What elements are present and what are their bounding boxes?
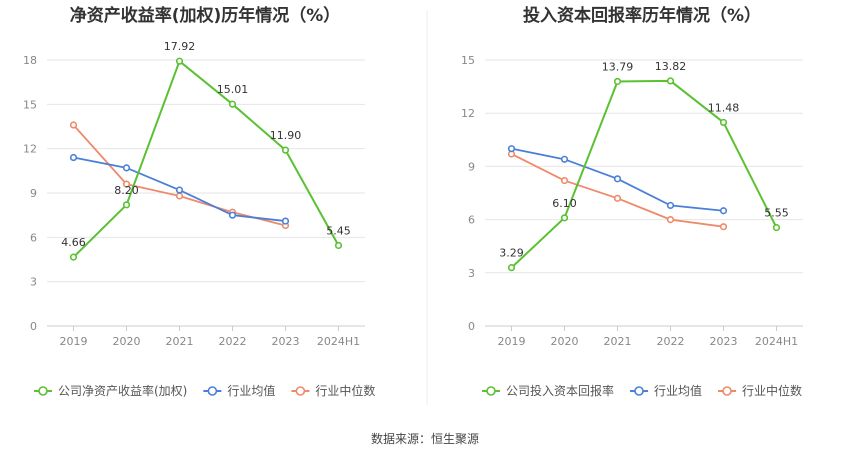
x-tick-label: 2021 [166,335,194,348]
legend-swatch-marker [295,386,306,396]
roic-chart: 投入资本回报率历年情况（%） 0 3 6 9 12 15 2019 2020 2021 2022 20… [461,5,803,398]
company-data-point [507,264,516,272]
company-data-point [560,214,569,222]
y-tick-label: 9 [468,160,475,173]
y-tick-label: 12 [461,107,475,120]
legend-swatch-marker [722,386,732,396]
data-label: 13.79 [602,60,634,73]
industry-average-point [122,164,131,172]
legend-entry: 公司净资产收益率(加权) [58,383,187,398]
x-tick-label: 2024H1 [317,335,360,348]
industry-median-line [72,124,286,227]
industry-median-point [69,121,78,129]
x-tick-label: 2022 [657,335,685,348]
industry-average-point [560,155,569,163]
data-label: 4.66 [61,236,86,249]
y-tick-label: 9 [30,187,37,200]
company-data-point [666,77,675,85]
company-data-point [281,146,290,154]
industry-average-point [719,207,728,215]
industry-average-point [613,175,622,183]
industry-median-point [666,216,675,224]
data-label: 3.29 [499,247,524,260]
data-label: 13.82 [655,60,687,73]
y-tick-label: 6 [468,214,475,227]
industry-median-point [613,194,622,202]
data-label: 11.48 [708,101,740,114]
company-data-point [719,118,728,127]
legend-entry: 行业中位数 [315,383,375,398]
industry-median-point [719,223,728,231]
data-label: 17.92 [164,40,196,53]
data-label: 15.01 [217,83,249,96]
chart-title: 净资产收益率(加权)历年情况（%） [70,5,341,26]
industry-average-point [228,211,237,219]
x-tick-label: 2019 [60,335,88,348]
y-tick-label: 0 [468,320,475,333]
data-label: 5.55 [764,207,789,220]
legend-swatch-marker [207,386,218,396]
legend-entry: 行业均值 [227,383,275,398]
company-series-line [510,79,778,269]
y-tick-label: 15 [23,98,37,111]
y-tick-label: 15 [461,54,475,67]
company-data-point [122,201,131,209]
legend-entry: 公司投入资本回报率 [506,383,614,398]
y-tick-label: 3 [468,267,475,280]
company-data-point [613,77,622,86]
company-data-point [228,100,237,108]
x-tick-label: 2020 [551,335,579,348]
legend-entry: 行业中位数 [742,383,802,398]
industry-average-point [666,201,675,210]
data-label: 8.20 [114,184,139,197]
x-tick-label: 2023 [710,335,738,348]
roe-chart: 净资产收益率(加权)历年情况（%） 0 3 6 9 12 15 18 2019 2020 2021 2… [23,5,375,398]
x-tick-label: 2022 [219,335,247,348]
legend-swatch-marker [38,386,48,396]
chart-title: 投入资本回报率历年情况（%） [523,5,761,26]
x-tick-label: 2020 [113,335,141,348]
data-label: 11.90 [270,129,302,142]
company-data-point [772,223,781,232]
y-tick-label: 6 [30,231,37,244]
data-label: 5.45 [326,224,351,237]
x-tick-label: 2023 [272,335,300,348]
industry-average-point [281,217,290,225]
legend-swatch-marker [634,386,644,396]
legend-entry: 行业均值 [654,383,702,398]
industry-average-point [507,145,516,153]
company-series-line [72,59,340,258]
industry-median-point [122,180,131,188]
x-tick-label: 2019 [498,335,526,348]
y-tick-label: 12 [23,143,37,156]
y-tick-label: 18 [23,54,37,67]
source-note: 数据来源：恒生聚源 [371,431,479,446]
company-data-point [175,57,184,65]
industry-median-line [511,153,724,228]
industry-median-point [175,192,184,200]
company-data-point [334,241,343,250]
industry-median-point [560,176,569,185]
y-tick-label: 3 [30,276,37,289]
company-data-point [69,253,78,261]
x-tick-label: 2021 [604,335,632,348]
legend-swatch-marker [486,386,496,396]
data-label: 6.10 [552,197,577,210]
x-tick-label: 2024H1 [755,335,798,348]
industry-average-point [69,153,78,162]
y-tick-label: 0 [30,320,37,333]
industry-average-point [175,186,184,194]
